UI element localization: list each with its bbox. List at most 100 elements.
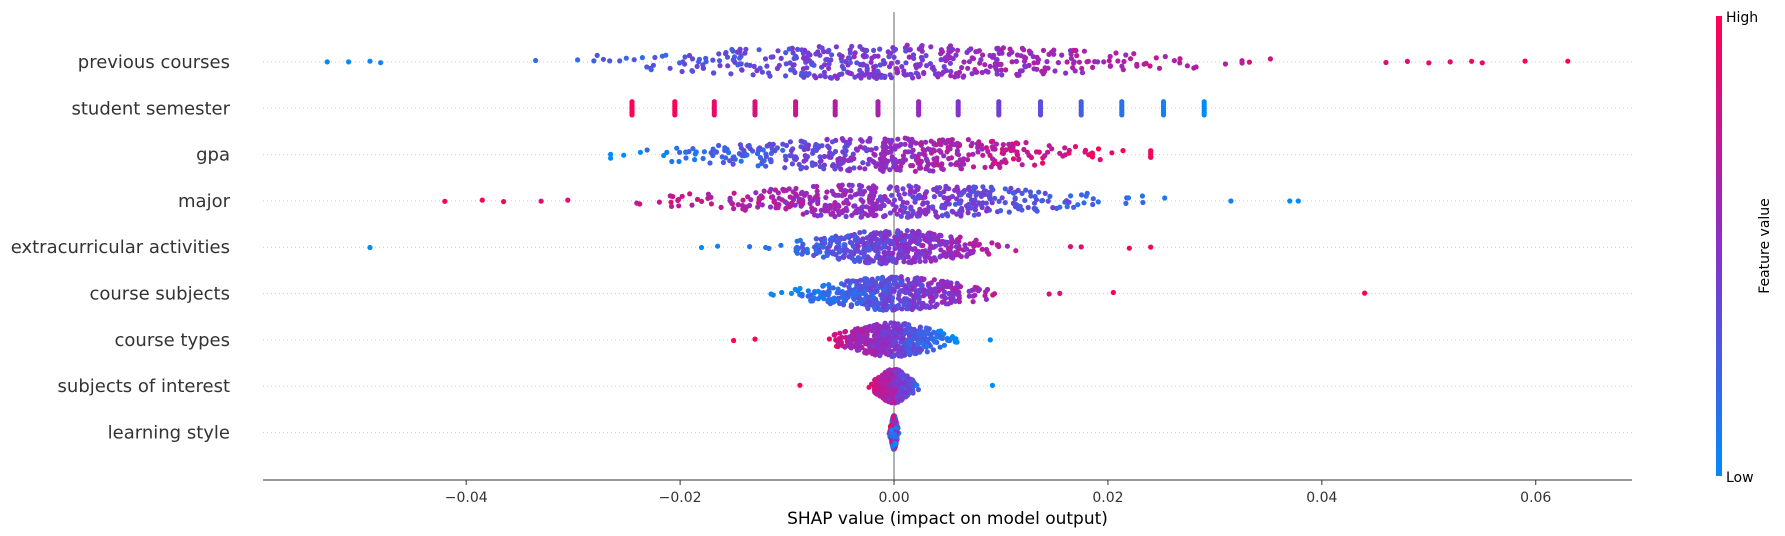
shap-point [925,232,931,238]
shap-point [894,187,900,194]
shap-point [763,153,770,159]
shap-point [857,191,864,197]
shap-point [983,188,989,194]
shap-point [836,240,842,246]
shap-point [898,233,905,239]
shap-point [997,164,1003,170]
shap-point [855,255,861,261]
x-ticks: −0.04 −0.02 0.00 0.02 0.04 0.06 [445,480,1551,506]
shap-point [965,210,971,216]
shap-point [913,302,919,309]
shap-point [1071,204,1077,210]
shap-point [869,199,875,205]
shap-point [939,49,946,55]
shap-point [698,244,705,251]
shap-point [831,191,837,197]
shap-point [882,295,888,301]
shap-point [912,246,918,252]
shap-point [974,141,981,147]
shap-point [945,301,952,307]
shap-point [538,198,544,204]
shap-point [1016,72,1022,78]
shap-point [853,338,859,344]
shap-point [948,68,954,75]
shap-point [827,74,833,81]
shap-point [1002,186,1008,192]
shap-point [799,251,805,257]
shap-point [1082,147,1089,153]
shap-point [821,69,828,75]
shap-point [971,240,977,246]
shap-point [975,242,981,248]
shap-point [960,74,966,80]
shap-point [961,59,967,65]
feature-label: course subjects [89,284,230,305]
shap-point [711,70,717,76]
shap-point [442,198,448,204]
shap-point [1139,193,1145,199]
shap-point [882,152,888,158]
shap-point [891,288,897,294]
shap-point [924,200,931,206]
shap-point [916,192,922,198]
shap-point [735,202,741,208]
shap-point [999,72,1005,78]
colorbar: High Low Feature value [1716,10,1773,486]
shap-point [913,334,919,340]
shap-point [913,251,920,257]
shap-point [829,296,835,302]
shap-point [813,51,819,57]
shap-point [775,48,781,54]
shap-point [873,254,880,260]
shap-point [788,67,794,73]
shap-point [909,136,915,142]
shap-point [639,55,646,61]
shap-point [832,148,839,155]
shap-point [741,147,747,154]
shap-point [745,143,751,149]
shap-point [878,205,884,212]
shap-point [824,245,830,251]
shap-point [897,207,904,213]
shap-point [801,74,807,80]
shap-point [731,206,737,212]
shap-point [795,46,801,53]
shap-point [904,228,910,234]
shap-point [775,190,782,196]
shap-point [860,236,866,242]
shap-point [950,56,956,62]
shap-point [979,69,985,76]
shap-point [854,283,860,289]
shap-point [788,290,795,296]
shap-point [954,196,960,202]
shap-point [912,189,918,195]
shap-point [939,335,946,342]
shap-point [1147,63,1153,69]
shap-point [983,68,989,74]
shap-point [669,158,675,165]
shap-point [805,288,811,294]
shap-point [854,278,860,285]
shap-point [754,68,760,74]
shap-point [1021,58,1028,64]
shap-point [892,386,898,392]
feature-points [797,366,996,406]
shap-point [891,160,897,166]
x-axis-title: SHAP value (impact on model output) [787,509,1108,529]
shap-point [789,161,796,167]
shap-point [889,295,896,301]
shap-point [1447,59,1453,65]
shap-point [976,211,982,217]
shap-point [740,197,746,203]
shap-point [917,237,923,243]
shap-point [893,425,900,431]
shap-point [987,52,993,59]
shap-point [920,201,926,207]
shap-point [917,61,923,67]
shap-point [871,64,877,70]
shap-point [957,142,963,148]
shap-point [659,53,666,59]
shap-point [1404,58,1410,64]
shap-point [851,257,857,263]
shap-point [696,59,702,65]
